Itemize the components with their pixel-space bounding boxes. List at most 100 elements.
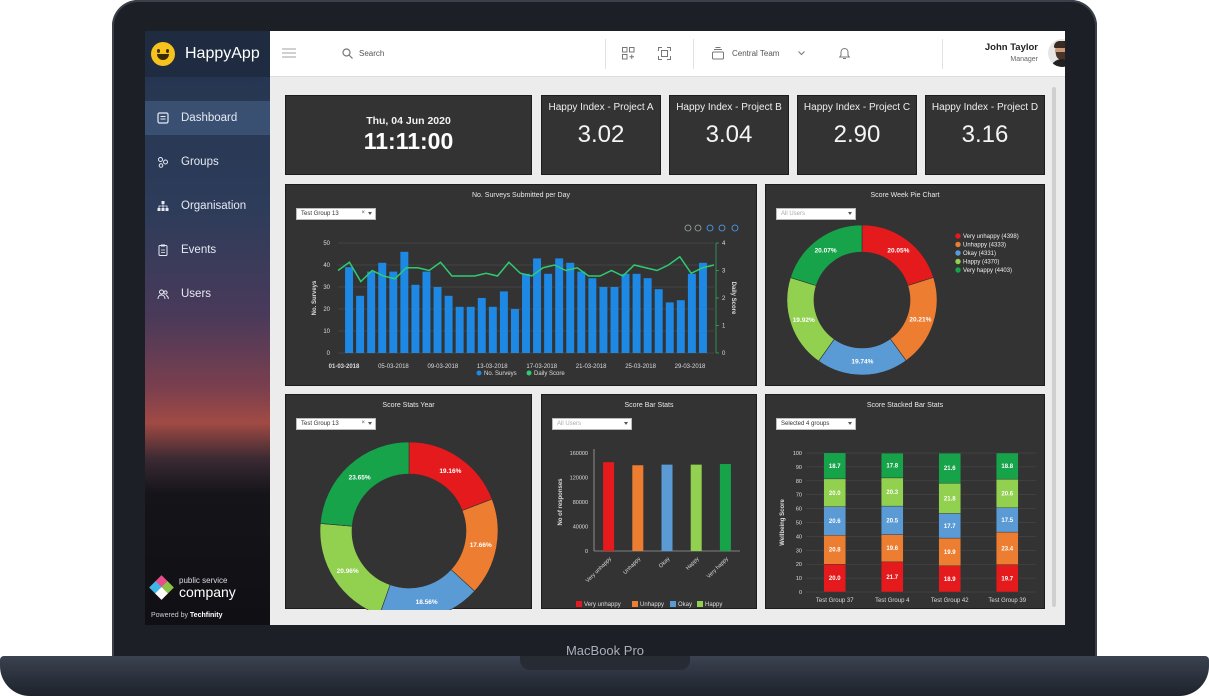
segment-label: 20.5: [886, 518, 898, 524]
y-tick-label: 40: [796, 534, 802, 540]
sidebar-item-organisation[interactable]: Organisation: [145, 189, 270, 223]
company-tagline: public service: [179, 576, 228, 585]
legend-label: Very unhappy: [584, 602, 621, 608]
fullscreen-icon[interactable]: [658, 47, 671, 60]
segment-label: 19.7: [1001, 576, 1013, 582]
segment-label: 17.8: [886, 464, 898, 470]
segment-label: 17.7: [944, 524, 956, 530]
x-tick-label: Test Group 39: [988, 598, 1026, 604]
pie-slice: [380, 569, 475, 610]
slice-label: 20.96%: [337, 568, 359, 575]
avatar[interactable]: [1048, 39, 1065, 67]
home-icon[interactable]: [731, 224, 739, 232]
clear-icon[interactable]: ×: [361, 210, 365, 216]
zoom-select-icon[interactable]: [706, 224, 714, 232]
device-label: MacBook Pro: [565, 643, 645, 658]
legend-label: Very unhappy (4398): [963, 234, 1019, 240]
org-chart-icon: [157, 201, 169, 211]
bar: [544, 273, 553, 353]
caret-down-icon: [848, 422, 852, 425]
bar: [621, 273, 630, 353]
pie-year-panel: Score Stats Year Test Group 13 × 19.16% 17…: [285, 394, 532, 610]
bar: [577, 271, 586, 353]
search-input[interactable]: Search: [359, 49, 385, 58]
team-selector[interactable]: Central Team: [732, 49, 780, 58]
bar: [422, 271, 431, 353]
bar: [632, 273, 641, 353]
segment-label: 20.0: [829, 576, 841, 582]
users-icon: [157, 289, 169, 300]
clear-icon[interactable]: ×: [361, 420, 365, 426]
select-value: Test Group 13: [301, 211, 339, 217]
users-filter-select[interactable]: All Users: [776, 208, 856, 220]
zoom-out-icon[interactable]: [694, 224, 702, 232]
legend-label: Very happy (4403): [963, 268, 1012, 274]
bar: [522, 273, 530, 353]
pan-icon[interactable]: [718, 224, 726, 232]
sidebar-item-events[interactable]: Events: [145, 233, 270, 267]
legend-label: Unhappy: [640, 602, 664, 608]
legend-label: No. Surveys: [484, 371, 517, 377]
search-icon[interactable]: [342, 48, 353, 59]
legend-marker: [632, 601, 638, 607]
segment-label: 21.8: [944, 496, 956, 502]
segment-label: 20.6: [1001, 491, 1013, 497]
current-time: 11:11:00: [363, 128, 454, 154]
segment-label: 18.7: [829, 464, 841, 470]
bar: [555, 258, 564, 353]
scrollbar[interactable]: [1052, 87, 1056, 607]
y-axis-label: No of responses: [558, 478, 564, 526]
group-filter-select[interactable]: Test Group 13 ×: [296, 208, 376, 220]
bar: [654, 289, 663, 353]
bar: [687, 273, 696, 353]
user-role: Manager: [1010, 56, 1038, 63]
y-axis-label: No. Surveys: [312, 280, 318, 315]
add-widget-icon[interactable]: [622, 47, 635, 60]
bar: [433, 287, 442, 353]
groups-icon: [158, 157, 168, 168]
pie-slice: [790, 224, 863, 287]
top-bar: Search Central Team John Taylor Manager: [270, 31, 1065, 77]
y2-tick-label: 0: [722, 351, 726, 357]
sidebar-item-dashboard[interactable]: Dashboard: [145, 101, 270, 135]
bar: [588, 278, 597, 353]
clipboard-icon: [158, 244, 168, 256]
y-tick-label: 80000: [573, 500, 588, 506]
bar: [566, 262, 575, 353]
hamburger-menu-icon[interactable]: [282, 48, 296, 58]
sidebar-item-groups[interactable]: Groups: [145, 145, 270, 179]
sidebar-item-label: Groups: [181, 156, 219, 168]
laptop-notch: [520, 656, 690, 670]
x-tick-label: Happy: [685, 556, 701, 572]
y-tick-label: 60: [796, 507, 802, 513]
chevron-down-icon[interactable]: [798, 51, 805, 56]
surveys-chart-panel: No. Surveys Submitted per Day Test Group…: [285, 184, 757, 386]
bar: [411, 284, 420, 353]
y-tick-label: 10: [323, 329, 330, 335]
x-tick-label: Unhappy: [622, 556, 642, 576]
bar: [719, 464, 731, 551]
stat-title: Happy Index - Project D: [931, 102, 1039, 113]
x-tick-label: Very happy: [706, 556, 730, 580]
bar: [632, 465, 644, 551]
sidebar: HappyApp Dashboard Groups Organisation: [145, 31, 270, 625]
groups-filter-select[interactable]: Selected 4 groups: [776, 418, 856, 430]
y-tick-label: 0: [327, 351, 331, 357]
segment-label: 21.7: [886, 575, 898, 581]
zoom-in-icon[interactable]: [684, 224, 692, 232]
y2-tick-label: 4: [722, 241, 726, 247]
segment-label: 18.8: [1001, 464, 1013, 470]
stat-value: 2.90: [833, 121, 881, 148]
user-name[interactable]: John Taylor: [984, 42, 1038, 53]
bar: [378, 262, 387, 353]
bar: [698, 262, 707, 353]
slice-label: 20.05%: [887, 248, 909, 255]
bell-icon[interactable]: [839, 47, 850, 60]
users-filter-select[interactable]: All Users: [552, 418, 632, 430]
y2-tick-label: 3: [722, 269, 726, 275]
x-tick-label: 05-03-2018: [378, 364, 409, 370]
sidebar-item-users[interactable]: Users: [145, 277, 270, 311]
group-filter-select[interactable]: Test Group 13 ×: [296, 418, 376, 430]
app-logo[interactable]: HappyApp: [145, 31, 270, 77]
legend-marker: [955, 250, 961, 256]
